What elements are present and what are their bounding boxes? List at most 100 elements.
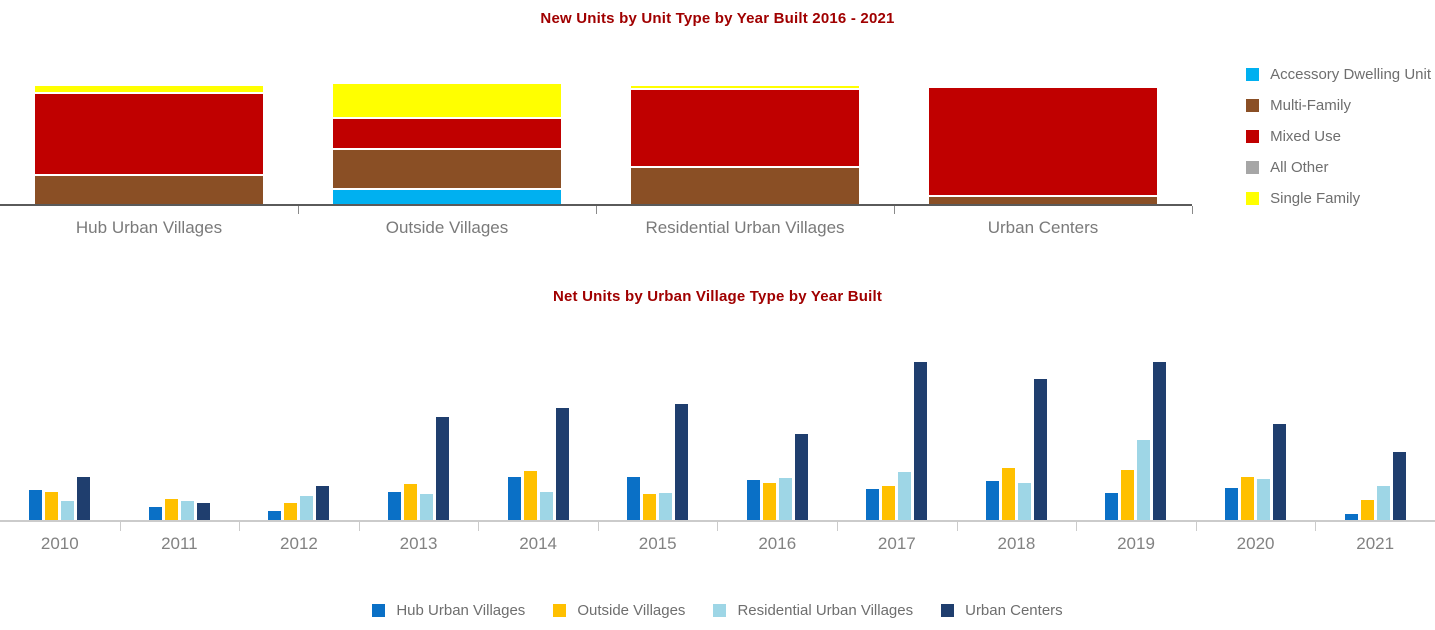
axis-tick-mark (1192, 206, 1193, 214)
year-label: 2020 (1236, 534, 1275, 553)
legend-label: Multi-Family (1270, 97, 1351, 114)
bar-segment-accessory-dwelling-unit[interactable] (333, 190, 561, 204)
bar-residential-urban-villages[interactable] (539, 492, 553, 520)
axis-tick-mark (837, 522, 839, 531)
bar-urban-centers[interactable] (555, 408, 569, 520)
category-label-residential-urban-villages: Residential Urban Villages (645, 218, 845, 237)
bar-hub-urban-villages[interactable] (29, 490, 43, 520)
bar-outside-villages[interactable] (523, 471, 537, 520)
bar-residential-urban-villages[interactable] (180, 501, 194, 520)
bar-hub-urban-villages[interactable] (866, 489, 880, 520)
bar-residential-urban-villages[interactable] (1376, 486, 1390, 520)
bar-outside-villages[interactable] (404, 484, 418, 520)
bar-residential-urban-villages[interactable] (300, 496, 314, 520)
bar-residential-urban-villages[interactable] (1137, 440, 1151, 520)
bar-outside-villages[interactable] (643, 494, 657, 520)
bar-urban-centers[interactable] (436, 417, 450, 520)
year-group-2010 (0, 350, 121, 531)
bar-urban-centers[interactable] (794, 434, 808, 520)
bar-segment-mixed-use[interactable] (35, 93, 263, 174)
bar-segment-multi-family[interactable] (333, 149, 561, 189)
category-label-hub-urban-villages: Hub Urban Villages (75, 218, 223, 237)
bar-segment-mixed-use[interactable] (929, 88, 1157, 196)
bar-outside-villages[interactable] (1121, 470, 1135, 520)
legend-item-all-other[interactable]: All Other (1246, 159, 1431, 176)
bar-hub-urban-villages[interactable] (1344, 514, 1358, 520)
bar-hub-urban-villages[interactable] (148, 507, 162, 520)
bar-hub-urban-villages[interactable] (627, 477, 641, 520)
net-units-chart: Net Units by Urban Village Type by Year … (0, 236, 1435, 619)
bar-segment-multi-family[interactable] (631, 167, 859, 204)
bar-hub-urban-villages[interactable] (985, 481, 999, 520)
bar-urban-centers[interactable] (675, 404, 689, 520)
legend-label: Mixed Use (1270, 128, 1341, 145)
legend-swatch-icon (1246, 130, 1260, 143)
bar-segment-mixed-use[interactable] (333, 119, 561, 148)
year-group-2017 (837, 350, 958, 531)
bar-urban-centers[interactable] (1392, 452, 1406, 520)
bar-urban-centers[interactable] (77, 477, 91, 520)
bar-outside-villages[interactable] (1360, 500, 1374, 520)
bar-urban-centers[interactable] (1033, 379, 1047, 520)
bar-residential-urban-villages[interactable] (659, 493, 673, 520)
bar-outside-villages[interactable] (164, 499, 178, 520)
new-units-chart-title: New Units by Unit Type by Year Built 201… (540, 10, 895, 27)
bar-urban-centers[interactable] (196, 503, 210, 520)
bar-residential-urban-villages[interactable] (1017, 483, 1031, 520)
bar-hub-urban-villages[interactable] (268, 511, 282, 520)
year-group-2011 (120, 350, 241, 531)
legend-item-multi-family[interactable]: Multi-Family (1246, 97, 1431, 114)
bar-outside-villages[interactable] (762, 483, 776, 520)
legend-label: All Other (1270, 159, 1329, 176)
bar-hub-urban-villages[interactable] (1225, 488, 1239, 520)
bar-residential-urban-villages[interactable] (61, 501, 75, 520)
bar-segment-multi-family[interactable] (35, 175, 263, 204)
bar-segment-multi-family[interactable] (929, 197, 1157, 204)
bar-urban-centers[interactable] (1153, 362, 1167, 520)
legend-item-single-family[interactable]: Single Family (1246, 190, 1431, 207)
bar-outside-villages[interactable] (1001, 468, 1015, 520)
legend-item-mixed-use[interactable]: Mixed Use (1246, 128, 1431, 145)
category-slot-hub-urban-villages (0, 56, 299, 214)
legend-item-accessory-dwelling-unit[interactable]: Accessory Dwelling Unit (1246, 66, 1431, 83)
bar-residential-urban-villages[interactable] (778, 478, 792, 520)
new-units-category-labels: Hub Urban Villages Outside Villages Resi… (0, 218, 1192, 238)
year-label: 2021 (1356, 534, 1395, 553)
legend-item-hub-urban-villages[interactable]: Hub Urban Villages (372, 602, 525, 619)
bar-outside-villages[interactable] (45, 492, 59, 520)
year-group-2016 (717, 350, 839, 531)
stacked-bar-hub-urban-villages (35, 86, 263, 204)
bar-hub-urban-villages[interactable] (1105, 493, 1119, 520)
bar-segment-mixed-use[interactable] (631, 90, 859, 166)
bar-urban-centers[interactable] (914, 362, 928, 520)
legend-label: Urban Centers (965, 602, 1063, 619)
year-label: 2015 (638, 534, 677, 553)
year-label: 2018 (997, 534, 1036, 553)
legend-label: Outside Villages (577, 602, 686, 619)
category-slot-residential-urban-villages (596, 56, 895, 214)
bar-hub-urban-villages[interactable] (507, 477, 521, 520)
bar-urban-centers[interactable] (316, 486, 330, 520)
bar-outside-villages[interactable] (284, 503, 298, 520)
bar-segment-single-family[interactable] (35, 86, 263, 92)
axis-tick-mark (1076, 522, 1078, 531)
legend-item-residential-urban-villages[interactable]: Residential Urban Villages (713, 602, 913, 619)
bar-residential-urban-villages[interactable] (420, 494, 434, 520)
year-label: 2019 (1117, 534, 1155, 553)
bar-outside-villages[interactable] (882, 486, 896, 520)
bar-outside-villages[interactable] (1241, 477, 1255, 520)
axis-tick-mark (478, 522, 480, 531)
bar-segment-single-family[interactable] (333, 84, 561, 118)
bar-residential-urban-villages[interactable] (898, 472, 912, 520)
legend-item-urban-centers[interactable]: Urban Centers (941, 602, 1063, 619)
new-units-chart: New Units by Unit Type by Year Built 201… (0, 0, 1435, 238)
bar-hub-urban-villages[interactable] (746, 480, 760, 520)
bar-residential-urban-villages[interactable] (1257, 479, 1271, 520)
year-label: 2013 (399, 534, 438, 553)
bar-urban-centers[interactable] (1273, 424, 1287, 520)
axis-tick-mark (1195, 522, 1197, 531)
legend-item-outside-villages[interactable]: Outside Villages (553, 602, 685, 619)
bar-hub-urban-villages[interactable] (388, 492, 402, 520)
category-label-urban-centers: Urban Centers (987, 218, 1099, 237)
bar-segment-single-family[interactable] (631, 86, 859, 89)
